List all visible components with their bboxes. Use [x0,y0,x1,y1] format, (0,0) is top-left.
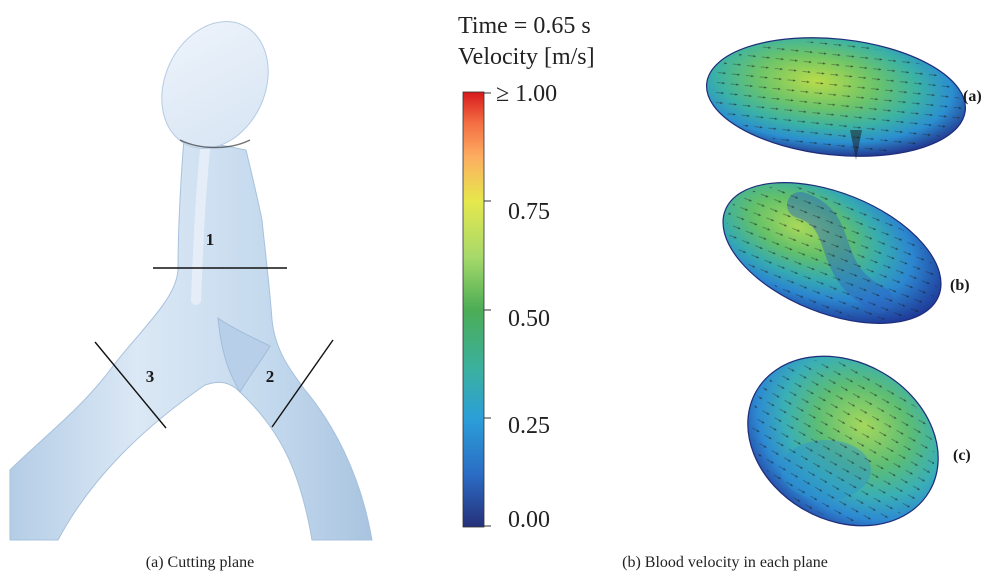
velocity-slice-c: (c) [747,355,971,527]
vessel-body [9,137,373,541]
caption-blood-velocity: (b) Blood velocity in each plane [622,554,828,571]
branch-junction-shading [217,316,271,393]
colorbar-tick-label: 0.00 [508,507,550,533]
colorbar-tick-label: ≥ 1.00 [496,81,557,107]
cutting-plane-3 [94,341,167,429]
colorbar-tick-label: 0.75 [508,199,550,225]
vessel-inlet-cap [161,21,269,149]
colorbar-tick-label: 0.25 [508,413,550,439]
velocity-slice-b: (b) [722,182,970,324]
plane-label-2: 2 [266,367,275,386]
color-legend: Time = 0.65 s Velocity [m/s] ≥ 1.00 0.75… [458,13,595,533]
colorbar-tick-label: 0.50 [508,306,550,332]
vessel-highlight [191,145,210,305]
cutting-plane-2 [271,339,334,428]
legend-quantity-label: Velocity [m/s] [458,44,595,70]
slice-label-c: (c) [953,447,971,464]
plane-label-1: 1 [206,230,215,249]
caption-cutting-plane: (a) Cutting plane [146,554,254,571]
legend-time-label: Time = 0.65 s [458,13,591,39]
vessel-inlet-rim [179,139,251,149]
slice-label-b: (b) [950,277,970,294]
colorbar [462,91,485,528]
slice-label-a: (a) [963,88,982,105]
velocity-slice-a: (a) [705,37,982,160]
vessel-geometry: 1 2 3 [9,21,373,541]
plane-label-3: 3 [146,367,155,386]
